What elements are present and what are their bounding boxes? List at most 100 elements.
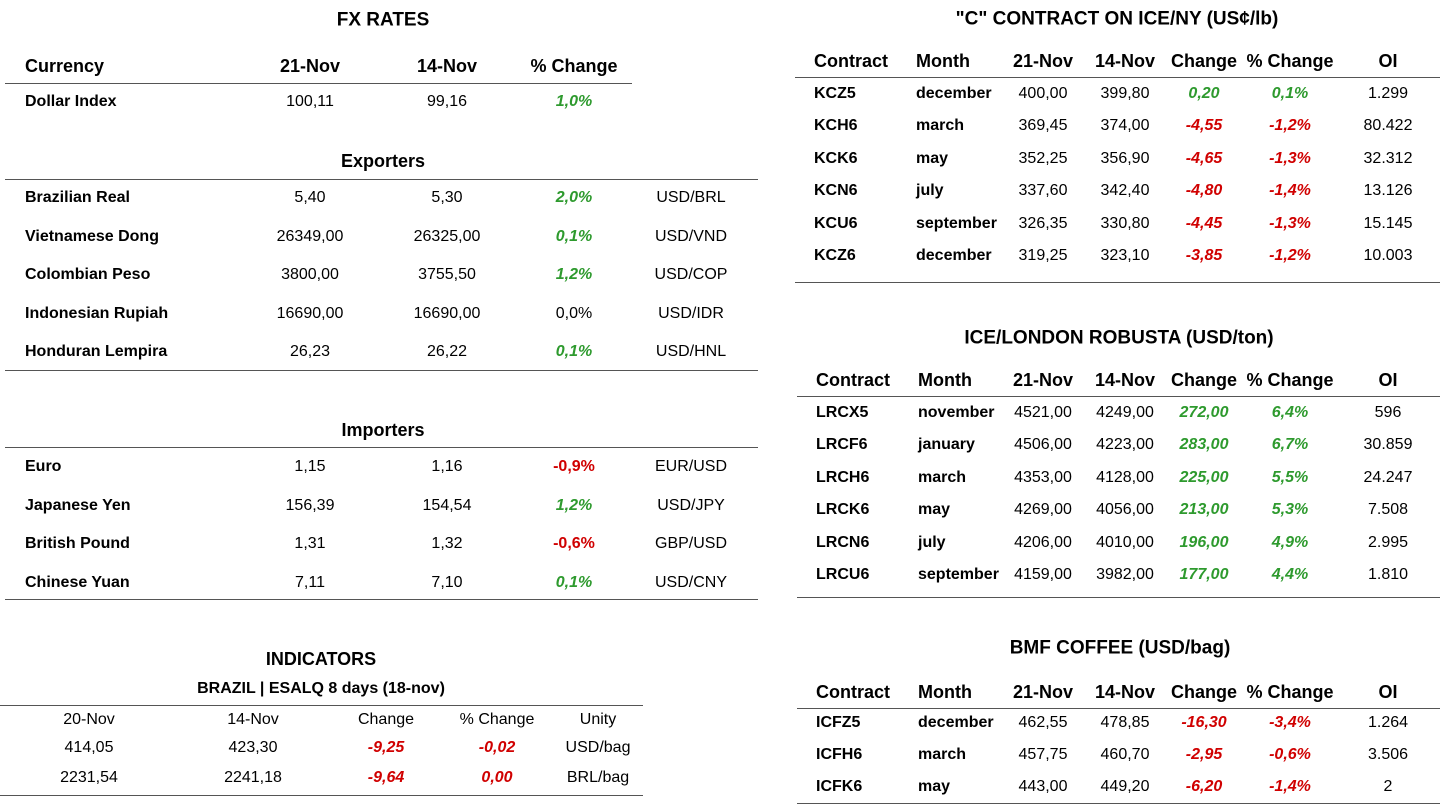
table-cell: 356,90 [1100, 149, 1150, 167]
table-cell: 3800,00 [281, 266, 339, 283]
table-cell: -4,80 [1185, 182, 1223, 200]
column-header: 21-Nov [1012, 682, 1074, 702]
rule [0, 705, 643, 706]
table-cell: 16690,00 [276, 304, 344, 322]
table-cell: 16690,00 [413, 304, 481, 322]
table-cell: 4353,00 [1014, 468, 1072, 486]
table-cell: 26325,00 [413, 227, 481, 245]
table-cell: 4010,00 [1096, 533, 1154, 551]
rule [795, 77, 1440, 78]
table-cell: 26,22 [426, 343, 468, 360]
table-cell: -6,20 [1185, 778, 1223, 795]
table-cell: 4506,00 [1014, 436, 1072, 454]
table-cell: 3.506 [1367, 746, 1409, 763]
column-header: 14-Nov [1094, 370, 1156, 390]
table-cell: december [916, 85, 992, 102]
table-cell: 1,0% [555, 93, 593, 110]
table-cell: 0,0% [555, 304, 593, 322]
table-cell: 374,00 [1100, 117, 1150, 135]
table-cell: GBP/USD [654, 535, 728, 552]
table-cell: 4223,00 [1096, 436, 1154, 454]
table-cell: 4249,00 [1096, 404, 1154, 421]
table-cell: KCZ5 [814, 85, 856, 102]
table-cell: july [916, 182, 944, 200]
table-cell: september [916, 214, 997, 232]
table-cell: 10.003 [1363, 247, 1413, 264]
table-cell: -16,30 [1181, 714, 1227, 731]
column-header: Contract [816, 682, 891, 702]
column-header: % Change [1246, 370, 1334, 390]
table-cell: KCZ6 [814, 247, 856, 264]
table-cell: KCU6 [814, 214, 858, 232]
table-cell: 272,00 [1179, 404, 1229, 421]
table-cell: 4521,00 [1014, 404, 1072, 421]
table-cell: 462,55 [1018, 714, 1068, 731]
table-cell: 342,40 [1100, 182, 1150, 200]
rule [797, 396, 1440, 397]
column-header: 14-Nov [1094, 51, 1156, 71]
table-cell: 1,32 [431, 535, 463, 552]
table-cell: 596 [1374, 404, 1402, 421]
table-cell: july [918, 533, 946, 551]
column-header: 14-Nov [1094, 682, 1156, 702]
section-title: BMF COFFEE (USD/bag) [1009, 637, 1231, 659]
table-cell: 0,1% [555, 343, 593, 360]
table-cell: 4269,00 [1014, 501, 1072, 519]
table-cell: KCH6 [814, 117, 858, 135]
table-cell: 99,16 [426, 93, 468, 110]
rule [5, 599, 758, 600]
rule [5, 179, 758, 180]
table-cell: Indonesian Rupiah [25, 304, 169, 322]
table-cell: LRCX5 [816, 404, 869, 421]
column-header: 21-Nov [1012, 370, 1074, 390]
table-cell: 1,2% [555, 266, 593, 283]
rule [795, 282, 1440, 283]
table-cell: 414,05 [64, 739, 114, 756]
table-cell: LRCH6 [816, 468, 870, 486]
table-cell: 4159,00 [1014, 566, 1072, 583]
table-cell: 330,80 [1100, 214, 1150, 232]
table-cell: ICFK6 [816, 778, 863, 795]
table-cell: 283,00 [1179, 436, 1229, 454]
column-header: % Change [530, 56, 618, 76]
table-cell: USD/HNL [655, 343, 727, 360]
table-cell: -1,3% [1269, 214, 1311, 232]
table-cell: 5,30 [431, 189, 463, 206]
table-cell: KCN6 [814, 182, 858, 200]
column-header: Month [916, 51, 970, 71]
table-cell: 1.264 [1367, 714, 1409, 731]
table-cell: 5,3% [1271, 501, 1309, 519]
table-cell: 460,70 [1100, 746, 1150, 763]
table-cell: 177,00 [1179, 566, 1229, 583]
table-cell: 7,10 [431, 573, 463, 591]
table-cell: may [916, 149, 949, 167]
table-cell: 7,11 [295, 573, 325, 591]
table-cell: Dollar Index [25, 93, 117, 110]
table-cell: 24.247 [1363, 468, 1413, 486]
table-cell: -1,2% [1269, 117, 1311, 135]
table-cell: 30.859 [1363, 436, 1413, 454]
table-cell: 213,00 [1179, 501, 1229, 519]
table-cell: 26349,00 [276, 227, 344, 245]
table-cell: 4,9% [1271, 533, 1309, 551]
table-cell: USD/JPY [657, 496, 725, 514]
table-cell: march [916, 117, 965, 135]
table-cell: 1,31 [294, 535, 326, 552]
table-cell: 26,23 [289, 343, 331, 360]
table-cell: 2,0% [555, 189, 593, 206]
table-cell: ICFH6 [816, 746, 863, 763]
table-cell: 443,00 [1018, 778, 1068, 795]
column-header: OI [1378, 682, 1398, 702]
table-cell: 337,60 [1018, 182, 1068, 200]
column-header: Change [1170, 370, 1238, 390]
section-title: "C" CONTRACT ON ICE/NY (US¢/lb) [955, 8, 1279, 30]
table-cell: 4128,00 [1096, 468, 1154, 486]
table-cell: LRCK6 [816, 501, 870, 519]
table-cell: 3755,50 [418, 266, 476, 283]
table-cell: Japanese Yen [25, 496, 131, 514]
rule [5, 447, 758, 448]
column-header: Unity [579, 711, 617, 728]
table-cell: Euro [25, 458, 62, 475]
table-cell: USD/BRL [656, 189, 726, 206]
table-cell: EUR/USD [654, 458, 728, 475]
